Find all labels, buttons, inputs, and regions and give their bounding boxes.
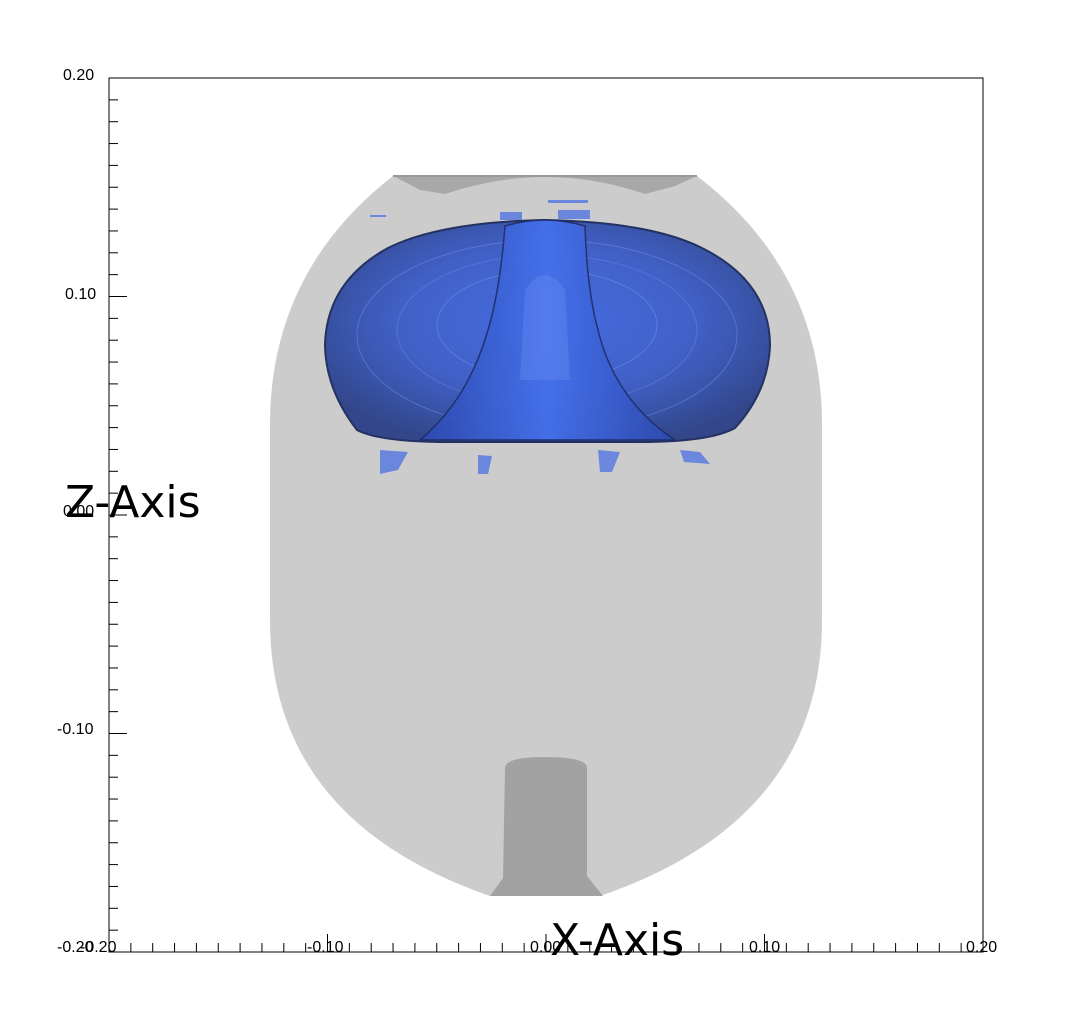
x-tick-label: -0.10 <box>307 939 344 956</box>
blue-volume <box>323 218 772 443</box>
x-axis-ticks <box>108 934 984 952</box>
blue-fragments <box>370 200 710 474</box>
x-tick-label: 0.00 <box>530 939 561 956</box>
blue-fragment <box>478 455 492 474</box>
blue-fragment <box>548 200 588 203</box>
z-tick-label: 0.20 <box>63 67 94 84</box>
blue-fragment <box>558 210 590 219</box>
z-tick-label: 0.00 <box>63 503 94 520</box>
blue-fragment <box>370 215 386 217</box>
blue-core-highlight <box>520 275 570 380</box>
z-tick-label: -0.10 <box>57 721 94 738</box>
bottom-stem <box>490 757 603 896</box>
z-axis-ticks <box>109 77 127 953</box>
blue-fragment <box>680 450 710 464</box>
z-axis-title: Z-Axis <box>65 477 201 528</box>
blue-core-column <box>417 219 678 441</box>
blue-fragment <box>598 450 620 472</box>
blue-fragment <box>500 212 522 220</box>
top-cap <box>393 176 697 194</box>
blue-fragment <box>380 450 408 474</box>
x-tick-label: 0.10 <box>749 939 780 956</box>
z-tick-label: -0.20 <box>57 939 94 956</box>
x-axis-title: X-Axis <box>550 915 684 966</box>
z-tick-label: 0.10 <box>65 286 96 303</box>
x-tick-label: 0.20 <box>966 939 997 956</box>
x-tick-label: -0.20 <box>80 939 117 956</box>
